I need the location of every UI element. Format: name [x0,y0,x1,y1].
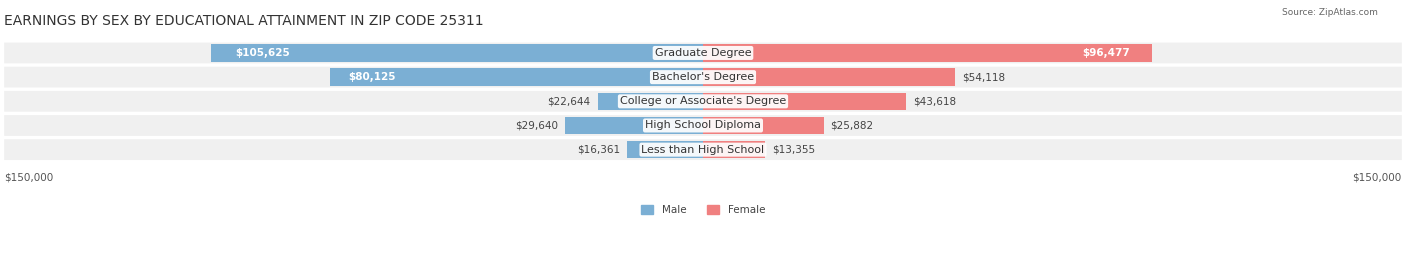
Text: $80,125: $80,125 [349,72,396,82]
FancyBboxPatch shape [4,67,1402,88]
Text: $29,640: $29,640 [515,121,558,131]
Text: $150,000: $150,000 [4,173,53,183]
Text: $96,477: $96,477 [1083,48,1130,58]
Text: Less than High School: Less than High School [641,145,765,155]
Bar [703,141,765,158]
Text: College or Associate's Degree: College or Associate's Degree [620,96,786,106]
Bar [598,93,703,110]
Bar [565,117,703,134]
FancyBboxPatch shape [4,43,1402,63]
FancyBboxPatch shape [4,115,1402,136]
Text: Source: ZipAtlas.com: Source: ZipAtlas.com [1282,8,1378,17]
Text: $105,625: $105,625 [236,48,290,58]
Text: $43,618: $43,618 [914,96,956,106]
Text: $150,000: $150,000 [1353,173,1402,183]
Bar [627,141,703,158]
Bar [211,44,703,62]
Text: Bachelor's Degree: Bachelor's Degree [652,72,754,82]
Text: $22,644: $22,644 [547,96,591,106]
Bar [703,93,907,110]
Text: $16,361: $16,361 [576,145,620,155]
Legend: Male, Female: Male, Female [637,201,769,219]
Text: $13,355: $13,355 [772,145,815,155]
FancyBboxPatch shape [4,139,1402,160]
Text: Graduate Degree: Graduate Degree [655,48,751,58]
Bar [703,117,824,134]
Text: $25,882: $25,882 [831,121,873,131]
Bar [703,68,955,86]
Bar [329,68,703,86]
Text: $54,118: $54,118 [962,72,1005,82]
Text: High School Diploma: High School Diploma [645,121,761,131]
FancyBboxPatch shape [4,91,1402,112]
Bar [703,44,1153,62]
Text: EARNINGS BY SEX BY EDUCATIONAL ATTAINMENT IN ZIP CODE 25311: EARNINGS BY SEX BY EDUCATIONAL ATTAINMEN… [4,14,484,28]
